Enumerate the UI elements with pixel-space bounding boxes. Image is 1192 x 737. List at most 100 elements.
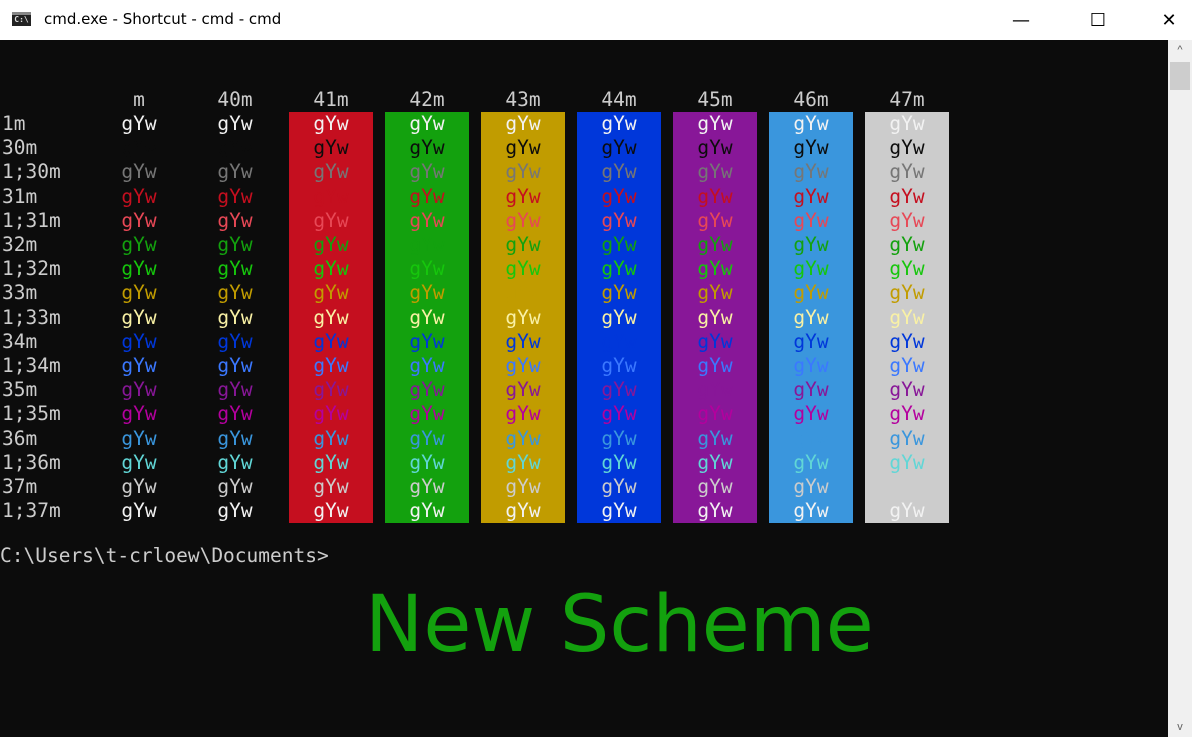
column-header: 43m <box>505 88 541 111</box>
color-sample: gYw <box>505 402 541 426</box>
color-sample: gYw <box>697 136 733 160</box>
color-sample: gYw <box>505 160 541 184</box>
color-sample: gYw <box>697 112 733 135</box>
color-sample: gYw <box>601 329 637 353</box>
console-output[interactable]: C:\Users\t-crloew\Documents> New Scheme … <box>0 40 1168 737</box>
color-sample: gYw <box>121 499 157 523</box>
color-sample: gYw <box>697 426 733 450</box>
color-sample: gYw <box>889 354 925 377</box>
scrollbar-thumb[interactable] <box>1170 62 1190 90</box>
color-sample: gYw <box>889 184 925 208</box>
color-sample: gYw <box>601 475 637 498</box>
color-sample: gYw <box>793 281 829 305</box>
color-sample: gYw <box>601 499 637 523</box>
color-sample: gYw <box>601 257 637 281</box>
color-sample: gYw <box>313 354 349 377</box>
color-sample: gYw <box>793 208 829 232</box>
color-sample: gYw <box>217 402 253 426</box>
row-label: 36m <box>2 426 38 450</box>
color-sample: gYw <box>409 450 445 474</box>
color-sample: gYw <box>313 208 349 232</box>
color-sample: gYw <box>121 184 157 208</box>
color-sample: gYw <box>505 233 541 256</box>
color-sample: gYw <box>313 160 349 184</box>
color-sample: gYw <box>793 426 829 450</box>
vertical-scrollbar[interactable]: ^ v <box>1168 40 1192 737</box>
scroll-up-arrow-icon[interactable]: ^ <box>1177 44 1183 56</box>
column-header: 40m <box>217 88 253 111</box>
color-sample: gYw <box>889 257 925 281</box>
color-sample: gYw <box>505 184 541 208</box>
color-sample: gYw <box>793 305 829 329</box>
color-sample: gYw <box>121 305 157 329</box>
color-sample: gYw <box>697 208 733 232</box>
background-swatch-46m <box>769 112 853 524</box>
color-sample: gYw <box>889 305 925 329</box>
column-header: m <box>133 88 145 111</box>
color-sample: gYw <box>217 233 253 256</box>
color-sample: gYw <box>697 475 733 498</box>
color-sample: gYw <box>121 450 157 474</box>
column-header: 42m <box>409 88 445 111</box>
color-sample: gYw <box>601 305 637 329</box>
color-sample: gYw <box>313 233 349 256</box>
color-sample: gYw <box>313 475 349 498</box>
color-sample: gYw <box>505 378 541 402</box>
maximize-button[interactable]: ☐ <box>1089 9 1107 31</box>
color-sample: gYw <box>313 257 349 281</box>
row-label: 1;32m <box>2 257 61 281</box>
color-sample: gYw <box>217 499 253 523</box>
scroll-down-arrow-icon[interactable]: v <box>1177 721 1183 733</box>
color-sample: gYw <box>793 233 829 256</box>
column-header: 45m <box>697 88 733 111</box>
row-label: 1;31m <box>2 208 61 232</box>
row-label: 1;37m <box>2 499 61 523</box>
color-sample: gYw <box>217 426 253 450</box>
color-sample: gYw <box>793 160 829 184</box>
color-sample: gYw <box>505 281 541 305</box>
command-prompt: C:\Users\t-crloew\Documents> <box>0 544 329 567</box>
color-sample: gYw <box>217 136 253 160</box>
color-sample: gYw <box>505 475 541 498</box>
minimize-button[interactable]: — <box>1012 9 1030 31</box>
color-sample: gYw <box>313 329 349 353</box>
row-label: 1;36m <box>2 450 61 474</box>
row-label: 1;34m <box>2 354 61 377</box>
row-label: 1m <box>2 112 26 135</box>
color-sample: gYw <box>505 208 541 232</box>
color-sample: gYw <box>313 281 349 305</box>
color-sample: gYw <box>889 450 925 474</box>
color-sample: gYw <box>409 112 445 135</box>
background-swatch-44m <box>577 112 661 524</box>
background-swatch-43m <box>481 112 565 524</box>
row-label: 32m <box>2 233 38 256</box>
color-sample: gYw <box>409 354 445 377</box>
cmd-app-icon[interactable]: C:\ <box>12 12 31 26</box>
color-sample: gYw <box>697 184 733 208</box>
color-sample: gYw <box>217 305 253 329</box>
color-sample: gYw <box>697 305 733 329</box>
color-sample: gYw <box>601 426 637 450</box>
color-sample: gYw <box>601 184 637 208</box>
color-sample: gYw <box>121 208 157 232</box>
color-sample: gYw <box>793 329 829 353</box>
color-sample: gYw <box>601 233 637 256</box>
color-sample: gYw <box>697 329 733 353</box>
color-sample: gYw <box>217 160 253 184</box>
column-header: 44m <box>601 88 637 111</box>
row-label: 35m <box>2 378 38 402</box>
color-sample: gYw <box>505 354 541 377</box>
color-sample: gYw <box>409 305 445 329</box>
color-sample: gYw <box>409 402 445 426</box>
color-sample: gYw <box>409 329 445 353</box>
color-sample: gYw <box>121 233 157 256</box>
color-sample: gYw <box>889 136 925 160</box>
color-sample: gYw <box>697 281 733 305</box>
close-button[interactable]: ✕ <box>1161 9 1177 31</box>
color-sample: gYw <box>505 499 541 523</box>
color-sample: gYw <box>505 329 541 353</box>
color-sample: gYw <box>697 378 733 402</box>
color-sample: gYw <box>217 450 253 474</box>
color-sample: gYw <box>601 136 637 160</box>
color-sample: gYw <box>313 450 349 474</box>
